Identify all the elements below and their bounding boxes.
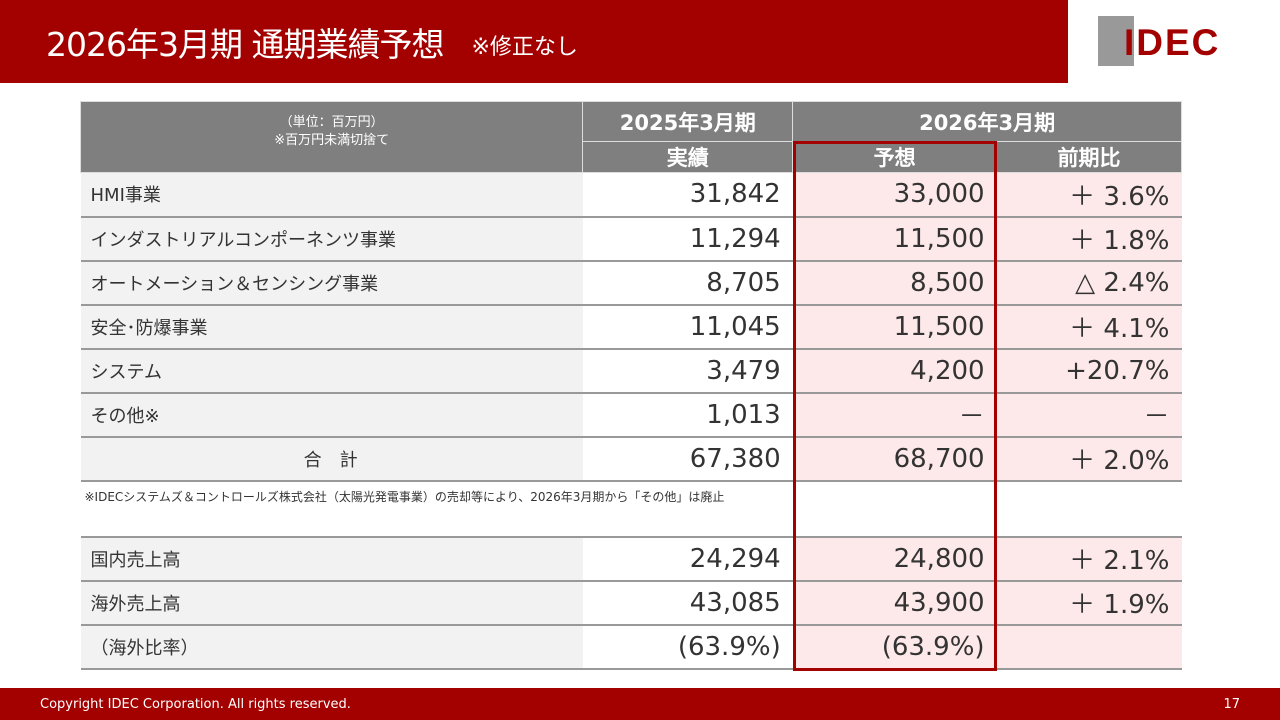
cell-forecast: 33,000 — [792, 172, 997, 218]
cell-forecast: 43,900 — [792, 580, 997, 626]
table-row: （海外比率） (63.9%) (63.9%) — [80, 624, 1182, 670]
cell-yoy: ＋ 1.8% — [996, 216, 1182, 262]
header-actual: 実績 — [582, 141, 794, 173]
cell-label: （海外比率） — [80, 624, 583, 670]
cell-forecast: 11,500 — [792, 216, 997, 262]
cell-label: その他※ — [80, 392, 583, 438]
copyright: Copyright IDEC Corporation. All rights r… — [40, 696, 351, 712]
cell-yoy: ＋ 3.6% — [996, 172, 1182, 218]
cell-label: 安全･防爆事業 — [80, 304, 583, 350]
page-number: 17 — [1223, 696, 1240, 712]
header-yoy: 前期比 — [996, 141, 1182, 173]
cell-label: システム — [80, 348, 583, 394]
cell-yoy: ＋ 4.1% — [996, 304, 1182, 350]
header-curr-period: 2026年3月期 — [792, 101, 1182, 142]
table-row: オートメーション＆センシング事業 8,705 8,500 △ 2.4% — [80, 260, 1182, 306]
cell-actual: 43,085 — [582, 580, 793, 626]
logo-text: IDEC — [1124, 22, 1221, 63]
footnote: ※IDECシステムズ＆コントロールズ株式会社（太陽光発電事業）の売却等により、2… — [80, 480, 1182, 538]
rounding-note: ※百万円未満切捨て — [274, 133, 390, 148]
cell-yoy: ＋ 1.9% — [996, 580, 1182, 626]
title-bar: 2026年3月期 通期業績予想 ※修正なし — [0, 0, 1068, 83]
cell-label: 国内売上高 — [80, 536, 583, 582]
cell-label: HMI事業 — [80, 172, 583, 218]
logo-bar — [1098, 16, 1134, 66]
footnote-text: ※IDECシステムズ＆コントロールズ株式会社（太陽光発電事業）の売却等により、2… — [84, 489, 725, 504]
cell-actual: 67,380 — [582, 436, 793, 482]
footer: Copyright IDEC Corporation. All rights r… — [0, 688, 1280, 720]
cell-yoy — [996, 624, 1182, 670]
header-forecast: 予想 — [792, 141, 998, 173]
cell-forecast: 68,700 — [792, 436, 997, 482]
table-row: 安全･防爆事業 11,045 11,500 ＋ 4.1% — [80, 304, 1182, 350]
cell-forecast: 4,200 — [792, 348, 997, 394]
table-row: その他※ 1,013 －－ — [80, 392, 1182, 438]
cell-yoy: ＋ 2.1% — [996, 536, 1182, 582]
table-row: 国内売上高 24,294 24,800 ＋ 2.1% — [80, 536, 1182, 582]
page-subtitle: ※修正なし — [471, 34, 578, 60]
cell-yoy: △ 2.4% — [996, 260, 1182, 306]
table-row: 合 計 67,380 68,700 ＋ 2.0% — [80, 436, 1182, 482]
table-row: システム 3,479 4,200 +20.7% — [80, 348, 1182, 394]
cell-forecast: (63.9%) — [792, 624, 997, 670]
cell-forecast: 24,800 — [792, 536, 997, 582]
table-row: HMI事業 31,842 33,000 ＋ 3.6% — [80, 172, 1182, 218]
cell-actual: 3,479 — [582, 348, 793, 394]
cell-actual: (63.9%) — [582, 624, 793, 670]
cell-actual: 8,705 — [582, 260, 793, 306]
cell-actual: 31,842 — [582, 172, 793, 218]
cell-label: オートメーション＆センシング事業 — [80, 260, 583, 306]
cell-label: インダストリアルコンポーネンツ事業 — [80, 216, 583, 262]
cell-forecast: － — [792, 392, 997, 438]
table-row: 海外売上高 43,085 43,900 ＋ 1.9% — [80, 580, 1182, 626]
cell-actual: 11,294 — [582, 216, 793, 262]
unit-label: （単位：百万円） — [279, 115, 384, 130]
cell-actual: 11,045 — [582, 304, 793, 350]
cell-yoy: － — [996, 392, 1182, 438]
cell-label: 海外売上高 — [80, 580, 583, 626]
cell-forecast: 11,500 — [792, 304, 997, 350]
cell-actual: 24,294 — [582, 536, 793, 582]
page-title: 2026年3月期 通期業績予想 — [46, 24, 444, 64]
unit-note: （単位：百万円） ※百万円未満切捨て — [79, 101, 584, 173]
table-row: インダストリアルコンポーネンツ事業 11,294 11,500 ＋ 1.8% — [80, 216, 1182, 262]
cell-yoy: +20.7% — [996, 348, 1182, 394]
idec-logo: IDEC — [1098, 16, 1248, 66]
header-prev-period: 2025年3月期 — [582, 101, 794, 142]
cell-forecast: 8,500 — [792, 260, 997, 306]
cell-label: 合 計 — [80, 436, 583, 482]
cell-actual: 1,013 — [582, 392, 793, 438]
cell-yoy: ＋ 2.0% — [996, 436, 1182, 482]
forecast-table: （単位：百万円） ※百万円未満切捨て 2025年3月期 2026年3月期 実績 予… — [79, 101, 1182, 670]
